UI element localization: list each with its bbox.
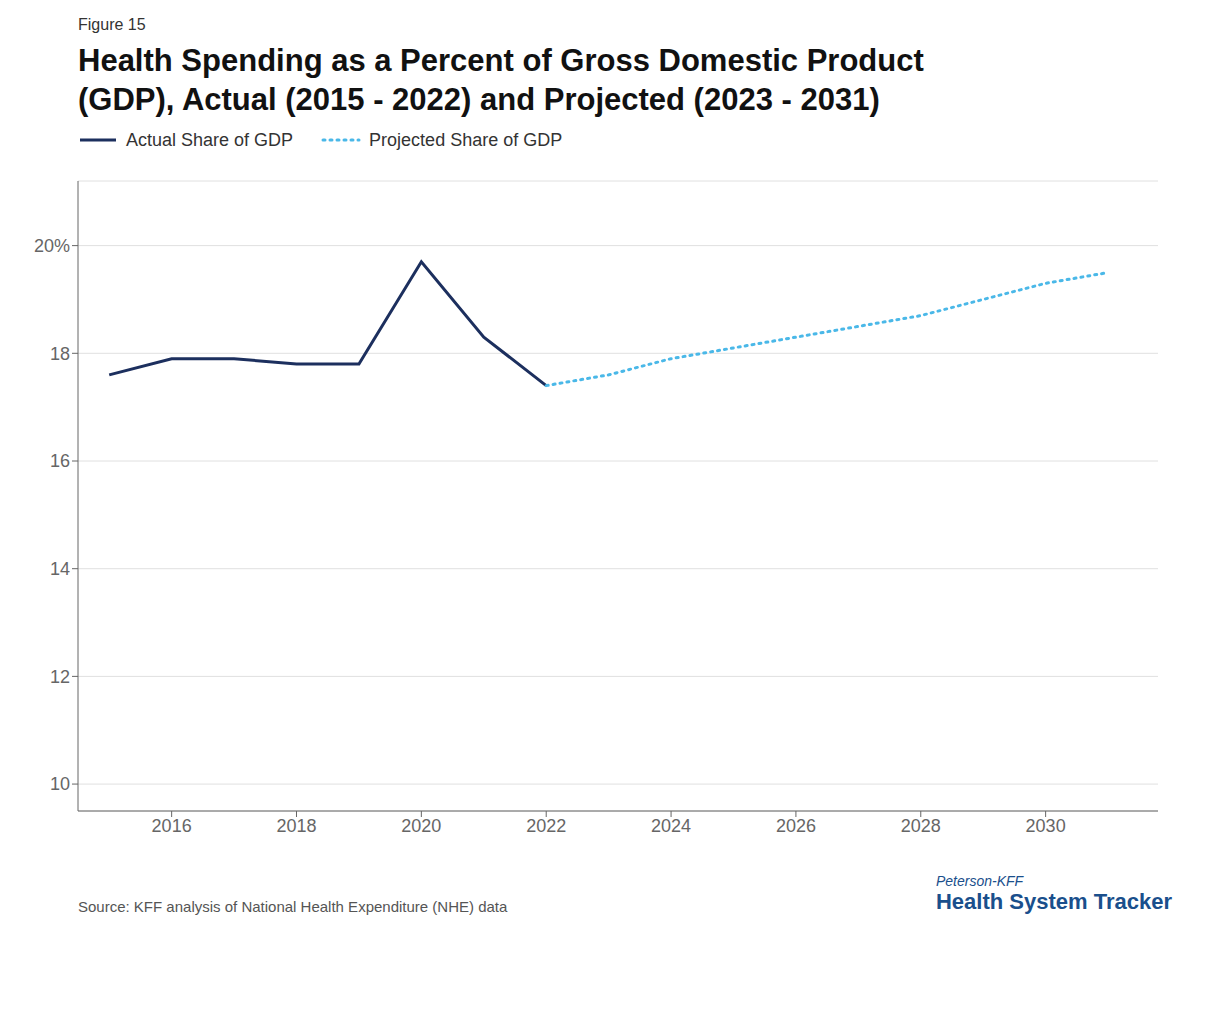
html-text:Peterson-KFF: Peterson-KFF <box>936 872 1024 889</box>
html-text:Health Spending as a Percent o: Health Spending as a Percent of Gross Do… <box>78 43 924 78</box>
html-text:Projected Share of GDP: Projected Share of GDP <box>369 129 563 150</box>
html-text:Source: KFF analysis of Nation: Source: KFF analysis of National Health … <box>78 897 508 915</box>
svg-text:18: 18 <box>50 343 70 363</box>
html-text:Figure 15: Figure 15 <box>78 16 146 33</box>
svg-text:20%: 20% <box>34 236 70 256</box>
html-text:Health System Tracker: Health System Tracker <box>936 888 1172 914</box>
svg-text:2016: 2016 <box>152 815 192 835</box>
svg-text:2024: 2024 <box>651 815 691 835</box>
svg-text:2026: 2026 <box>776 815 816 835</box>
svg-text:14: 14 <box>50 559 70 579</box>
html-text:(GDP), Actual (2015 - 2022) an: (GDP), Actual (2015 - 2022) and Projecte… <box>78 81 880 117</box>
svg-text:2030: 2030 <box>1026 815 1066 835</box>
svg-text:12: 12 <box>50 666 70 686</box>
html-text:Actual Share of GDP: Actual Share of GDP <box>126 129 294 150</box>
svg-text:2020: 2020 <box>401 815 441 835</box>
svg-text:10: 10 <box>50 774 70 794</box>
svg-text:2028: 2028 <box>901 815 941 835</box>
svg-text:2018: 2018 <box>276 815 316 835</box>
svg-text:2022: 2022 <box>526 815 566 835</box>
svg-text:16: 16 <box>50 451 70 471</box>
